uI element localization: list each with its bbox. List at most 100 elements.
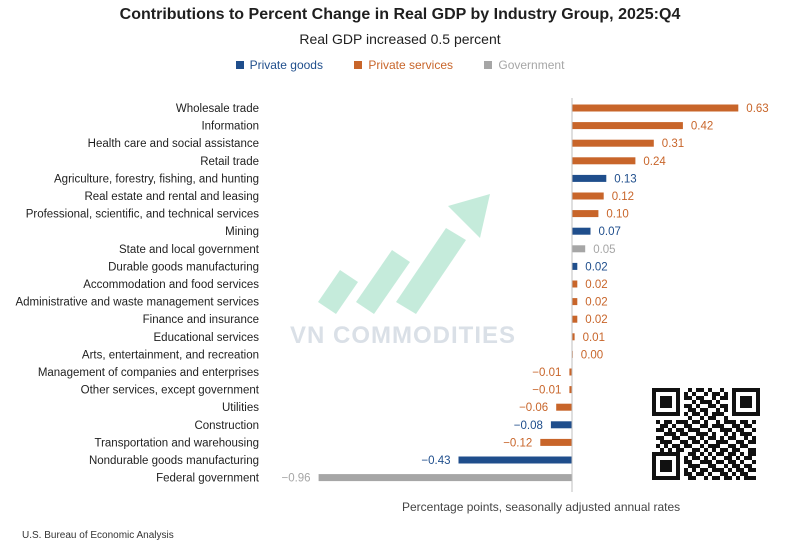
value-label-management-of-companies-and-enterprises: −0.01 (532, 367, 561, 379)
qr-module (696, 388, 700, 392)
qr-module (744, 432, 748, 436)
value-label-arts-entertainment-and-recreation: 0.00 (581, 349, 603, 361)
qr-module (744, 476, 748, 480)
bar-real-estate-and-rental-and-leasing (572, 192, 604, 200)
qr-module (668, 440, 672, 444)
qr-module (688, 452, 692, 456)
qr-module (700, 396, 704, 400)
qr-module (740, 420, 744, 424)
value-label-agriculture-forestry-fishing-and-hunting: 0.13 (614, 173, 636, 185)
bar-health-care-and-social-assistance (572, 139, 654, 147)
category-label-nondurable-goods-manufacturing: Nondurable goods manufacturing (89, 455, 259, 467)
qr-module (720, 460, 724, 464)
qr-module (688, 472, 692, 476)
qr-module (736, 476, 740, 480)
qr-module (720, 452, 724, 456)
qr-module (676, 420, 680, 424)
qr-module (736, 456, 740, 460)
qr-module (696, 412, 700, 416)
qr-module (684, 392, 688, 396)
qr-module (744, 464, 748, 468)
qr-module (684, 460, 688, 464)
qr-module (704, 420, 708, 424)
qr-finder-top-left-center (660, 396, 672, 408)
qr-module (740, 452, 744, 456)
qr-module (704, 468, 708, 472)
qr-module (720, 396, 724, 400)
qr-module (696, 428, 700, 432)
qr-module (660, 424, 664, 428)
value-label-federal-government: −0.96 (281, 473, 310, 485)
qr-module (704, 392, 708, 396)
qr-module (708, 404, 712, 408)
bar-state-and-local-government (572, 245, 586, 253)
watermark-arrow-graphic (318, 194, 490, 314)
qr-module (728, 436, 732, 440)
legend-item-government: Government (484, 58, 564, 72)
category-label-accommodation-and-food-services: Accommodation and food services (83, 279, 259, 291)
bar-information (572, 122, 683, 130)
qr-module (704, 412, 708, 416)
qr-module (692, 456, 696, 460)
category-label-management-of-companies-and-enterprises: Management of companies and enterprises (38, 367, 259, 379)
qr-module (700, 472, 704, 476)
qr-module (676, 428, 680, 432)
qr-module (744, 424, 748, 428)
qr-module (712, 392, 716, 396)
value-label-retail-trade: 0.24 (643, 156, 666, 168)
category-label-mining: Mining (225, 226, 259, 238)
qr-module (708, 464, 712, 468)
qr-module (700, 444, 704, 448)
bar-mining (572, 227, 591, 235)
legend-label-private-services: Private services (368, 58, 454, 72)
legend-label-government: Government (498, 58, 565, 72)
bar-utilities (556, 403, 572, 411)
bar-agriculture-forestry-fishing-and-hunting (572, 174, 607, 182)
watermark-stripe-2 (356, 250, 410, 314)
category-label-other-services-except-government: Other services, except government (81, 385, 260, 397)
qr-module (740, 444, 744, 448)
qr-module (752, 468, 756, 472)
qr-module (688, 388, 692, 392)
qr-module (728, 460, 732, 464)
category-label-retail-trade: Retail trade (200, 156, 259, 168)
qr-module (704, 456, 708, 460)
qr-module (660, 428, 664, 432)
qr-module (692, 452, 696, 456)
value-label-wholesale-trade: 0.63 (746, 103, 768, 115)
qr-module (708, 452, 712, 456)
qr-module (748, 452, 752, 456)
qr-module (712, 396, 716, 400)
qr-module (696, 404, 700, 408)
qr-module (724, 420, 728, 424)
qr-module (700, 460, 704, 464)
value-label-construction: −0.08 (514, 420, 543, 432)
qr-module (660, 436, 664, 440)
qr-module (696, 448, 700, 452)
category-label-federal-government: Federal government (156, 473, 260, 485)
qr-module (664, 444, 668, 448)
qr-module (740, 428, 744, 432)
qr-module (748, 476, 752, 480)
qr-module (728, 444, 732, 448)
qr-module (692, 476, 696, 480)
category-label-professional-scientific-and-technical-services: Professional, scientific, and technical … (26, 209, 260, 221)
qr-module (708, 444, 712, 448)
category-label-health-care-and-social-assistance: Health care and social assistance (88, 138, 259, 150)
qr-module (728, 428, 732, 432)
qr-module (704, 408, 708, 412)
qr-module (732, 464, 736, 468)
qr-module (700, 468, 704, 472)
qr-module (732, 452, 736, 456)
qr-module (684, 472, 688, 476)
qr-module (696, 440, 700, 444)
qr-module (688, 428, 692, 432)
qr-module (720, 472, 724, 476)
value-label-finance-and-insurance: 0.02 (585, 314, 607, 326)
qr-modules (656, 388, 756, 480)
qr-module (664, 424, 668, 428)
qr-module (712, 424, 716, 428)
qr-module (744, 444, 748, 448)
qr-module (728, 452, 732, 456)
